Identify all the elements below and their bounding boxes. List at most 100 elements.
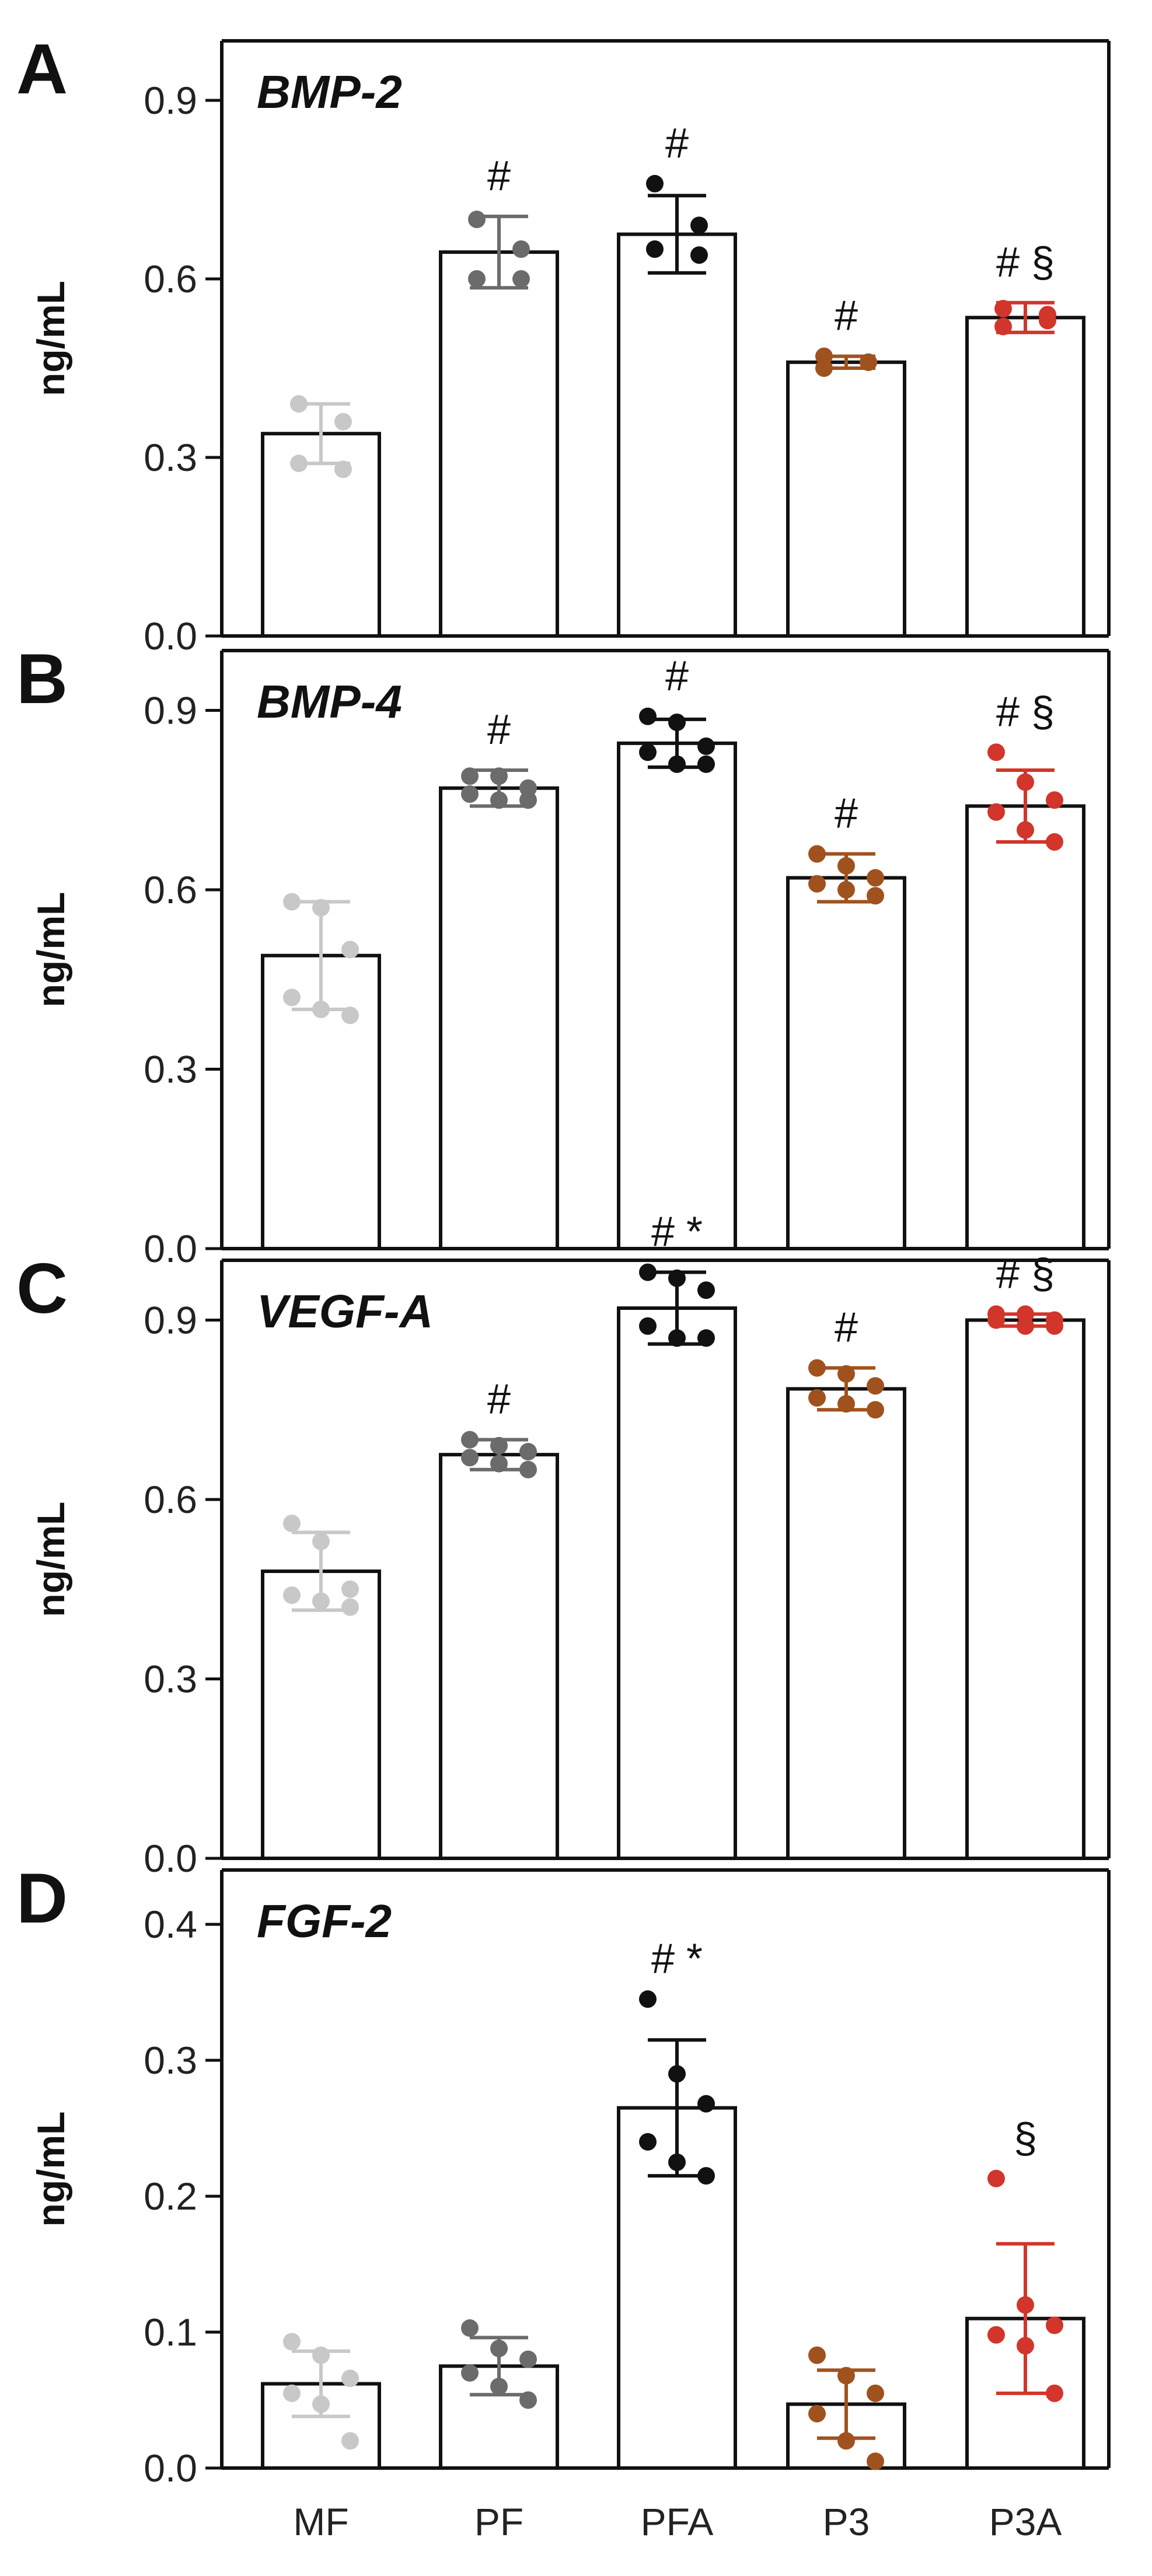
data-point-p3a (1039, 312, 1056, 330)
data-point-pf (512, 270, 530, 288)
data-point-pfa (639, 743, 657, 761)
data-point-p3 (867, 869, 884, 887)
significance-label-p3a: # § (996, 1250, 1055, 1297)
bar-mf (261, 953, 381, 1250)
data-point-mf (341, 2432, 359, 2450)
data-point-pfa (697, 755, 715, 773)
y-tick-label: 0.3 (144, 436, 197, 479)
panel-title: BMP-4 (257, 676, 402, 728)
y-tick-label: 0.2 (144, 2175, 197, 2218)
significance-label-pfa: # * (651, 1935, 703, 1982)
data-point-pfa (639, 707, 657, 725)
x-category-label-pf: PF (474, 2500, 523, 2543)
data-point-pfa (697, 738, 715, 755)
bar-pfa (617, 232, 737, 638)
bar-pf (439, 250, 559, 638)
data-point-mf (341, 941, 359, 959)
significance-label-pf: # (487, 707, 511, 753)
data-point-pf (468, 211, 486, 228)
data-point-p3 (867, 1377, 884, 1395)
data-point-pf (461, 2364, 479, 2382)
data-point-p3a (987, 803, 1005, 821)
bar-pf (439, 1453, 559, 1860)
data-point-mf (283, 1515, 301, 1532)
bar-mf (261, 432, 381, 638)
data-point-mf (283, 988, 301, 1006)
y-tick-label: 0.6 (144, 257, 197, 300)
data-point-pf (519, 2350, 537, 2368)
data-point-pfa (690, 246, 708, 264)
data-point-pfa (639, 2133, 657, 2151)
significance-label-pfa: # (665, 653, 689, 700)
y-tick-label: 0.6 (144, 1478, 197, 1521)
data-point-p3 (867, 2452, 884, 2470)
y-tick-label: 0.6 (144, 868, 197, 911)
panel-b: 0.0 0.3 0.6 0.9 B BMP-4 ng/mL # # # # § (16, 639, 1111, 1270)
y-axis-label: ng/mL (29, 281, 72, 396)
x-category-label-mf: MF (293, 2500, 348, 2543)
data-point-pf (512, 240, 530, 258)
data-point-p3a (987, 2169, 1005, 2187)
data-point-pf (519, 1443, 537, 1460)
significance-label-p3: # (835, 1305, 858, 1351)
data-point-pfa (646, 174, 664, 193)
y-tick-label: 0.9 (144, 79, 197, 122)
y-tick-label: 0.0 (144, 1837, 197, 1880)
data-point-p3 (808, 2346, 826, 2364)
data-point-pfa (639, 1317, 657, 1335)
panel-letter: A (16, 29, 68, 109)
x-category-label-p3: P3 (823, 2500, 870, 2543)
data-point-pf (468, 270, 486, 288)
y-tick-label: 0.9 (144, 1299, 197, 1342)
panel-title: VEGF-A (257, 1285, 433, 1337)
x-axis-category-labels: MF PF PFA P3 P3A (293, 2500, 1062, 2543)
significance-label-p3: # (835, 293, 858, 340)
bar-p3 (786, 876, 906, 1250)
data-point-p3a (987, 2326, 1005, 2344)
bar-p3a (965, 1318, 1085, 1860)
y-axis-label: ng/mL (29, 2112, 72, 2227)
data-point-pfa (690, 216, 708, 235)
bar-pf (439, 786, 559, 1250)
bar-p3 (786, 360, 906, 638)
bar-pfa (617, 741, 737, 1250)
y-tick-label: 0.3 (144, 1658, 197, 1701)
data-point-p3 (808, 875, 826, 893)
panel-c: 0.0 0.3 0.6 0.9 C VEGF-A ng/mL # # * # # § (16, 1209, 1111, 1880)
panel-a: 0.0 0.3 0.6 0.9 A BMP-2 ng/mL # # # # § (16, 29, 1111, 658)
panel-letter: B (16, 639, 68, 718)
data-point-pf (461, 1449, 479, 1467)
data-point-p3 (808, 2404, 826, 2423)
y-tick-label: 0.0 (144, 2446, 197, 2490)
data-point-pfa (646, 240, 664, 258)
y-tick-label: 0.9 (144, 689, 197, 732)
data-point-pf (461, 785, 479, 803)
data-point-p3 (867, 2384, 884, 2402)
significance-label-p3: # (835, 791, 858, 837)
significance-label-pf: # (487, 153, 511, 200)
panel-letter: C (16, 1249, 68, 1328)
data-point-mf (283, 2333, 301, 2351)
significance-label-p3a: # § (996, 688, 1055, 735)
data-point-mf (334, 413, 352, 431)
significance-label-p3a: § (1014, 2115, 1037, 2162)
y-axis-label: ng/mL (29, 1502, 72, 1617)
panel-title: BMP-2 (257, 66, 402, 118)
x-category-label-p3a: P3A (989, 2500, 1062, 2543)
panel-d: 0.0 0.1 0.2 0.3 0.4 D FGF-2 ng/mL # * § (16, 1858, 1111, 2490)
y-tick-label: 0.1 (144, 2311, 197, 2354)
bar-p3a (965, 316, 1085, 638)
y-tick-label: 0.0 (144, 614, 197, 658)
data-point-p3a (1046, 2316, 1063, 2334)
significance-label-pfa: # * (651, 1209, 703, 1256)
x-category-label-pfa: PFA (641, 2500, 714, 2543)
y-tick-label: 0.3 (144, 1048, 197, 1091)
y-tick-label: 0.4 (144, 1903, 197, 1946)
y-tick-label: 0.0 (144, 1227, 197, 1270)
data-point-mf (341, 1580, 359, 1598)
data-point-mf (283, 1586, 301, 1604)
panel-letter: D (16, 1858, 68, 1938)
y-tick-label: 0.3 (144, 2039, 197, 2082)
panel-title: FGF-2 (257, 1895, 392, 1947)
data-point-mf (283, 2384, 301, 2402)
